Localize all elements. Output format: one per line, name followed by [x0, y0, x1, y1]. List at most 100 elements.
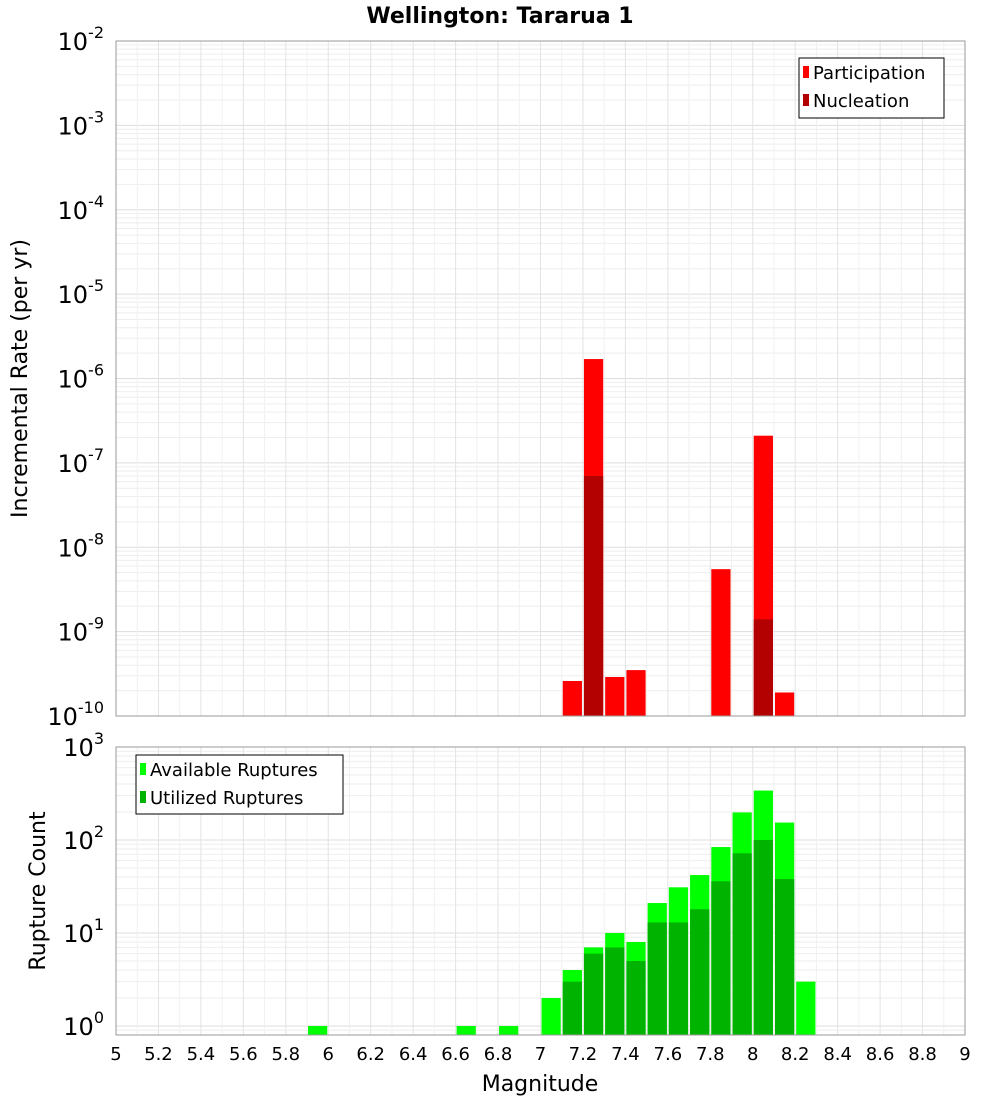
chart-title: Wellington: Tararua 1: [366, 4, 633, 29]
y-tick-label: 100: [63, 1008, 104, 1041]
top-panel-bars: [562, 359, 795, 716]
y-tick-base: 10: [58, 197, 89, 225]
y-tick-label: 10-9: [58, 614, 105, 647]
y-tick-exponent: 1: [94, 915, 104, 934]
legend-label: Nucleation: [813, 91, 909, 112]
bar-available-ruptures: [456, 1025, 476, 1035]
y-tick-label: 101: [63, 915, 104, 948]
x-tick-label: 7: [535, 1044, 546, 1065]
x-tick-label: 6.4: [399, 1044, 428, 1065]
x-tick-label: 7.4: [611, 1044, 640, 1065]
y-tick-base: 10: [47, 703, 78, 731]
top-legend: Participation Nucleation: [798, 57, 945, 119]
y-tick-base: 10: [63, 734, 94, 762]
bar-utilized-ruptures: [605, 947, 625, 1035]
y-tick-label: 10-3: [58, 107, 105, 140]
bar-available-ruptures: [499, 1025, 519, 1035]
bottom-legend: Available Ruptures Utilized Ruptures: [135, 754, 344, 815]
y-tick-exponent: -8: [88, 529, 104, 548]
bar-participation: [711, 569, 731, 716]
y-tick-exponent: -10: [78, 698, 104, 717]
bar-utilized-ruptures: [647, 922, 667, 1035]
y-tick-label: 10-6: [58, 361, 105, 394]
y-tick-exponent: -3: [88, 107, 104, 126]
legend-label: Available Ruptures: [150, 760, 318, 781]
x-tick-label: 6.6: [441, 1044, 470, 1065]
bar-utilized-ruptures: [626, 960, 646, 1035]
x-tick-label: 6.2: [356, 1044, 385, 1065]
y-tick-label: 10-4: [58, 192, 105, 225]
bottom-panel-grid: [115, 747, 966, 1036]
top-panel-frame: [115, 40, 966, 717]
x-axis-label: Magnitude: [482, 1072, 599, 1097]
legend-box: [798, 57, 945, 119]
x-tick-label: 5.6: [229, 1044, 258, 1065]
legend-label: Utilized Ruptures: [150, 788, 303, 809]
y-tick-base: 10: [58, 28, 89, 56]
y-tick-base: 10: [63, 920, 94, 948]
y-tick-base: 10: [58, 450, 89, 478]
bar-utilized-ruptures: [583, 953, 604, 1035]
bottom-panel-bars: [308, 790, 816, 1035]
y-tick-label: 10-8: [58, 529, 105, 562]
y-tick-exponent: -6: [88, 361, 104, 380]
x-tick-label: 8.4: [823, 1044, 852, 1065]
x-tick-label: 8.6: [866, 1044, 895, 1065]
top-panel-grid: [115, 41, 966, 717]
y-tick-base: 10: [58, 534, 89, 562]
y-tick-exponent: -5: [88, 276, 104, 295]
y-tick-label: 103: [63, 729, 104, 762]
bottom-panel-frame: [115, 746, 966, 1036]
top-panel-y-ticks: 10-210-310-410-510-610-710-810-910-10: [47, 23, 104, 731]
y-tick-exponent: 3: [94, 729, 104, 748]
bar-utilized-ruptures: [753, 839, 773, 1035]
y-tick-label: 10-2: [58, 23, 105, 56]
x-tick-label: 7.8: [696, 1044, 725, 1065]
bar-nucleation: [753, 619, 773, 716]
bar-utilized-ruptures: [668, 922, 689, 1035]
y-tick-base: 10: [58, 281, 89, 309]
bar-available-ruptures: [796, 981, 816, 1035]
top-y-axis-label: Incremental Rate (per yr): [8, 239, 33, 518]
bar-nucleation: [583, 475, 604, 716]
y-tick-label: 10-5: [58, 276, 105, 309]
x-tick-label: 8: [747, 1044, 758, 1065]
bar-participation: [605, 676, 625, 716]
top-panel-rate: 10-210-310-410-510-610-710-810-910-10 In…: [8, 23, 966, 731]
bar-utilized-ruptures: [711, 881, 731, 1035]
legend-swatch: [140, 763, 146, 775]
bar-utilized-ruptures: [690, 909, 710, 1035]
y-tick-exponent: -7: [88, 445, 104, 464]
bar-utilized-ruptures: [562, 981, 582, 1035]
x-tick-label: 5: [110, 1044, 121, 1065]
y-tick-label: 10-10: [47, 698, 104, 731]
legend-swatch: [140, 791, 146, 803]
x-tick-label: 7.2: [569, 1044, 598, 1065]
y-tick-exponent: -2: [88, 23, 104, 42]
bar-utilized-ruptures: [774, 879, 795, 1035]
y-tick-exponent: -4: [88, 192, 104, 211]
bar-available-ruptures: [541, 997, 561, 1035]
legend-box: [135, 754, 344, 815]
x-tick-label: 8.8: [908, 1044, 937, 1065]
y-tick-label: 10-7: [58, 445, 105, 478]
bar-available-ruptures: [308, 1025, 328, 1035]
y-tick-base: 10: [58, 619, 89, 647]
y-tick-label: 102: [63, 822, 104, 855]
x-tick-label: 8.2: [781, 1044, 810, 1065]
x-tick-label: 9: [959, 1044, 970, 1065]
legend-label: Participation: [813, 63, 925, 84]
x-tick-label: 5.2: [144, 1044, 173, 1065]
bar-participation: [562, 680, 582, 716]
x-axis-ticks: 5 5.2 5.4 5.6 5.8 6 6.2 6.4 6.6 6.8 7 7.2 7.4 7.6 7.8 8…: [110, 1044, 970, 1065]
legend-swatch: [803, 94, 809, 106]
x-tick-label: 6.8: [484, 1044, 513, 1065]
legend-swatch: [803, 66, 809, 78]
bar-participation: [626, 670, 646, 716]
y-tick-base: 10: [58, 366, 89, 394]
y-tick-base: 10: [63, 1013, 94, 1041]
x-tick-label: 6: [323, 1044, 334, 1065]
x-tick-label: 7.6: [654, 1044, 683, 1065]
